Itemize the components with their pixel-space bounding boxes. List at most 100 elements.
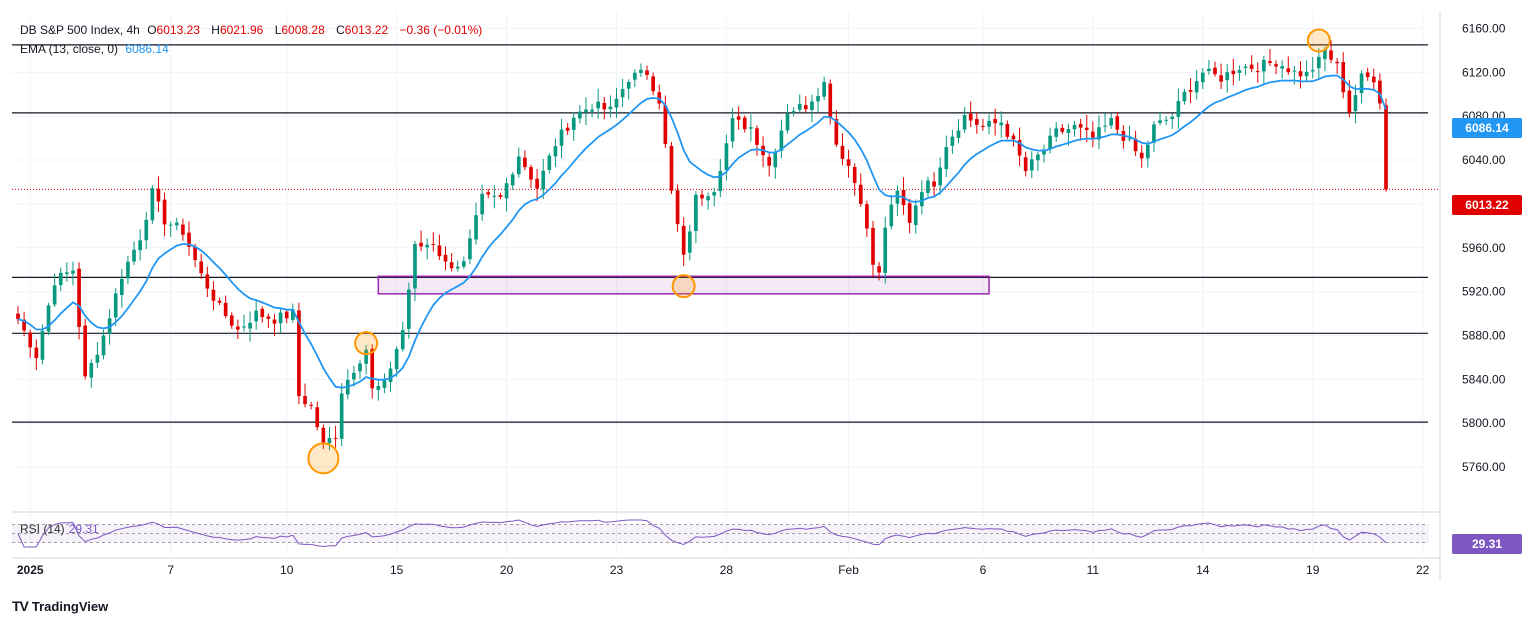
candle-body xyxy=(309,404,313,406)
tradingview-footer[interactable]: TV TradingView xyxy=(12,598,108,614)
candle-body xyxy=(1255,71,1260,73)
price-tick-label: 6120.00 xyxy=(1462,65,1506,79)
candle-body xyxy=(785,113,790,131)
rsi-pane xyxy=(12,519,1429,548)
time-axis[interactable]: 2025 7 10 15 20 23 28 Feb 6 11 14 19 22 xyxy=(17,563,1430,577)
candle-body xyxy=(150,188,155,221)
candle-body xyxy=(370,348,375,389)
candle-body xyxy=(22,319,26,331)
time-tick-label: 14 xyxy=(1196,563,1210,577)
candle-body xyxy=(1103,125,1107,127)
candle-body xyxy=(700,194,704,199)
candle-body xyxy=(449,262,454,269)
candle-body xyxy=(339,393,344,439)
time-tick-label: 2025 xyxy=(17,563,44,577)
highlight-circle xyxy=(671,274,696,299)
candle-body xyxy=(993,118,997,124)
candle-body xyxy=(394,348,399,370)
candle-body xyxy=(852,167,857,183)
candle-body xyxy=(1145,144,1150,159)
candle-body xyxy=(400,330,405,350)
candle-body xyxy=(1194,81,1199,93)
candle-body xyxy=(632,72,637,80)
candle-body xyxy=(437,245,442,257)
candle-body xyxy=(352,372,356,380)
candle-body xyxy=(40,331,45,360)
time-tick-label: 28 xyxy=(720,563,734,577)
candle-body xyxy=(486,192,491,195)
candle-body xyxy=(987,120,991,127)
time-tick-label: 6 xyxy=(980,563,987,577)
price-tick-label: 6160.00 xyxy=(1462,21,1506,35)
ema-legend[interactable]: EMA (13, close, 0) 6086.14 xyxy=(20,42,173,56)
demand-zone[interactable] xyxy=(377,275,990,295)
candle-body xyxy=(419,242,423,247)
candle-body xyxy=(614,98,619,108)
candle-body xyxy=(290,309,295,320)
candle-body xyxy=(681,225,686,255)
close-label: C xyxy=(336,23,345,37)
candle-body xyxy=(663,105,668,145)
candle-body xyxy=(77,268,81,327)
candle-body xyxy=(742,117,747,130)
candle-body xyxy=(706,196,710,201)
candle-body xyxy=(89,363,94,378)
candle-body xyxy=(938,167,943,186)
candle-body xyxy=(1371,76,1376,83)
price-tick-label: 5880.00 xyxy=(1462,329,1506,343)
candle-body xyxy=(974,119,979,125)
candlestick-series xyxy=(16,39,1388,451)
candle-body xyxy=(1109,118,1114,126)
high-label: H xyxy=(211,23,220,37)
candle-body xyxy=(736,116,741,120)
highlight-circle xyxy=(307,442,340,475)
candle-body xyxy=(1323,49,1327,59)
candle-body xyxy=(810,101,814,111)
symbol-title[interactable]: DB S&P 500 Index, 4h xyxy=(20,23,140,37)
rsi-label: RSI (14) xyxy=(20,522,65,536)
candle-body xyxy=(773,152,778,168)
candle-body xyxy=(1042,149,1046,155)
candle-body xyxy=(1060,127,1065,132)
candle-body xyxy=(822,81,826,97)
candle-body xyxy=(1029,159,1034,171)
candle-body xyxy=(1158,120,1162,123)
candle-body xyxy=(138,240,142,251)
candle-body xyxy=(297,310,301,397)
candle-body xyxy=(132,249,136,262)
price-tick-label: 5920.00 xyxy=(1462,285,1506,299)
candle-body xyxy=(492,195,497,197)
candle-body xyxy=(1384,105,1388,190)
candle-body xyxy=(46,305,51,332)
candle-body xyxy=(1011,135,1016,140)
candle-body xyxy=(278,312,283,324)
candle-body xyxy=(529,167,533,180)
candle-body xyxy=(1091,131,1095,138)
candle-body xyxy=(1292,70,1297,72)
highlight-circles xyxy=(307,28,1331,475)
candle-body xyxy=(626,81,631,89)
candle-body xyxy=(1115,116,1120,130)
candle-body xyxy=(1249,64,1254,69)
candle-body xyxy=(1237,70,1242,73)
candle-body xyxy=(455,266,460,269)
candle-body xyxy=(193,246,197,261)
price-tick-label: 6040.00 xyxy=(1462,153,1506,167)
rsi-legend[interactable]: RSI (14) 29.31 xyxy=(20,522,99,536)
support-resistance-levels[interactable] xyxy=(12,44,1440,423)
candle-body xyxy=(846,159,851,166)
candle-body xyxy=(205,274,210,289)
candle-body xyxy=(883,227,888,273)
candle-body xyxy=(584,109,588,113)
candle-body xyxy=(443,254,448,262)
candle-body xyxy=(1005,123,1010,137)
candle-body xyxy=(1298,71,1303,77)
rsi-line xyxy=(17,519,1387,548)
price-tick-label: 5760.00 xyxy=(1462,460,1506,474)
candle-body xyxy=(65,272,69,275)
candle-body xyxy=(712,192,717,196)
time-tick-label: 20 xyxy=(500,563,514,577)
candle-body xyxy=(1023,157,1028,172)
candle-body xyxy=(1097,127,1101,140)
